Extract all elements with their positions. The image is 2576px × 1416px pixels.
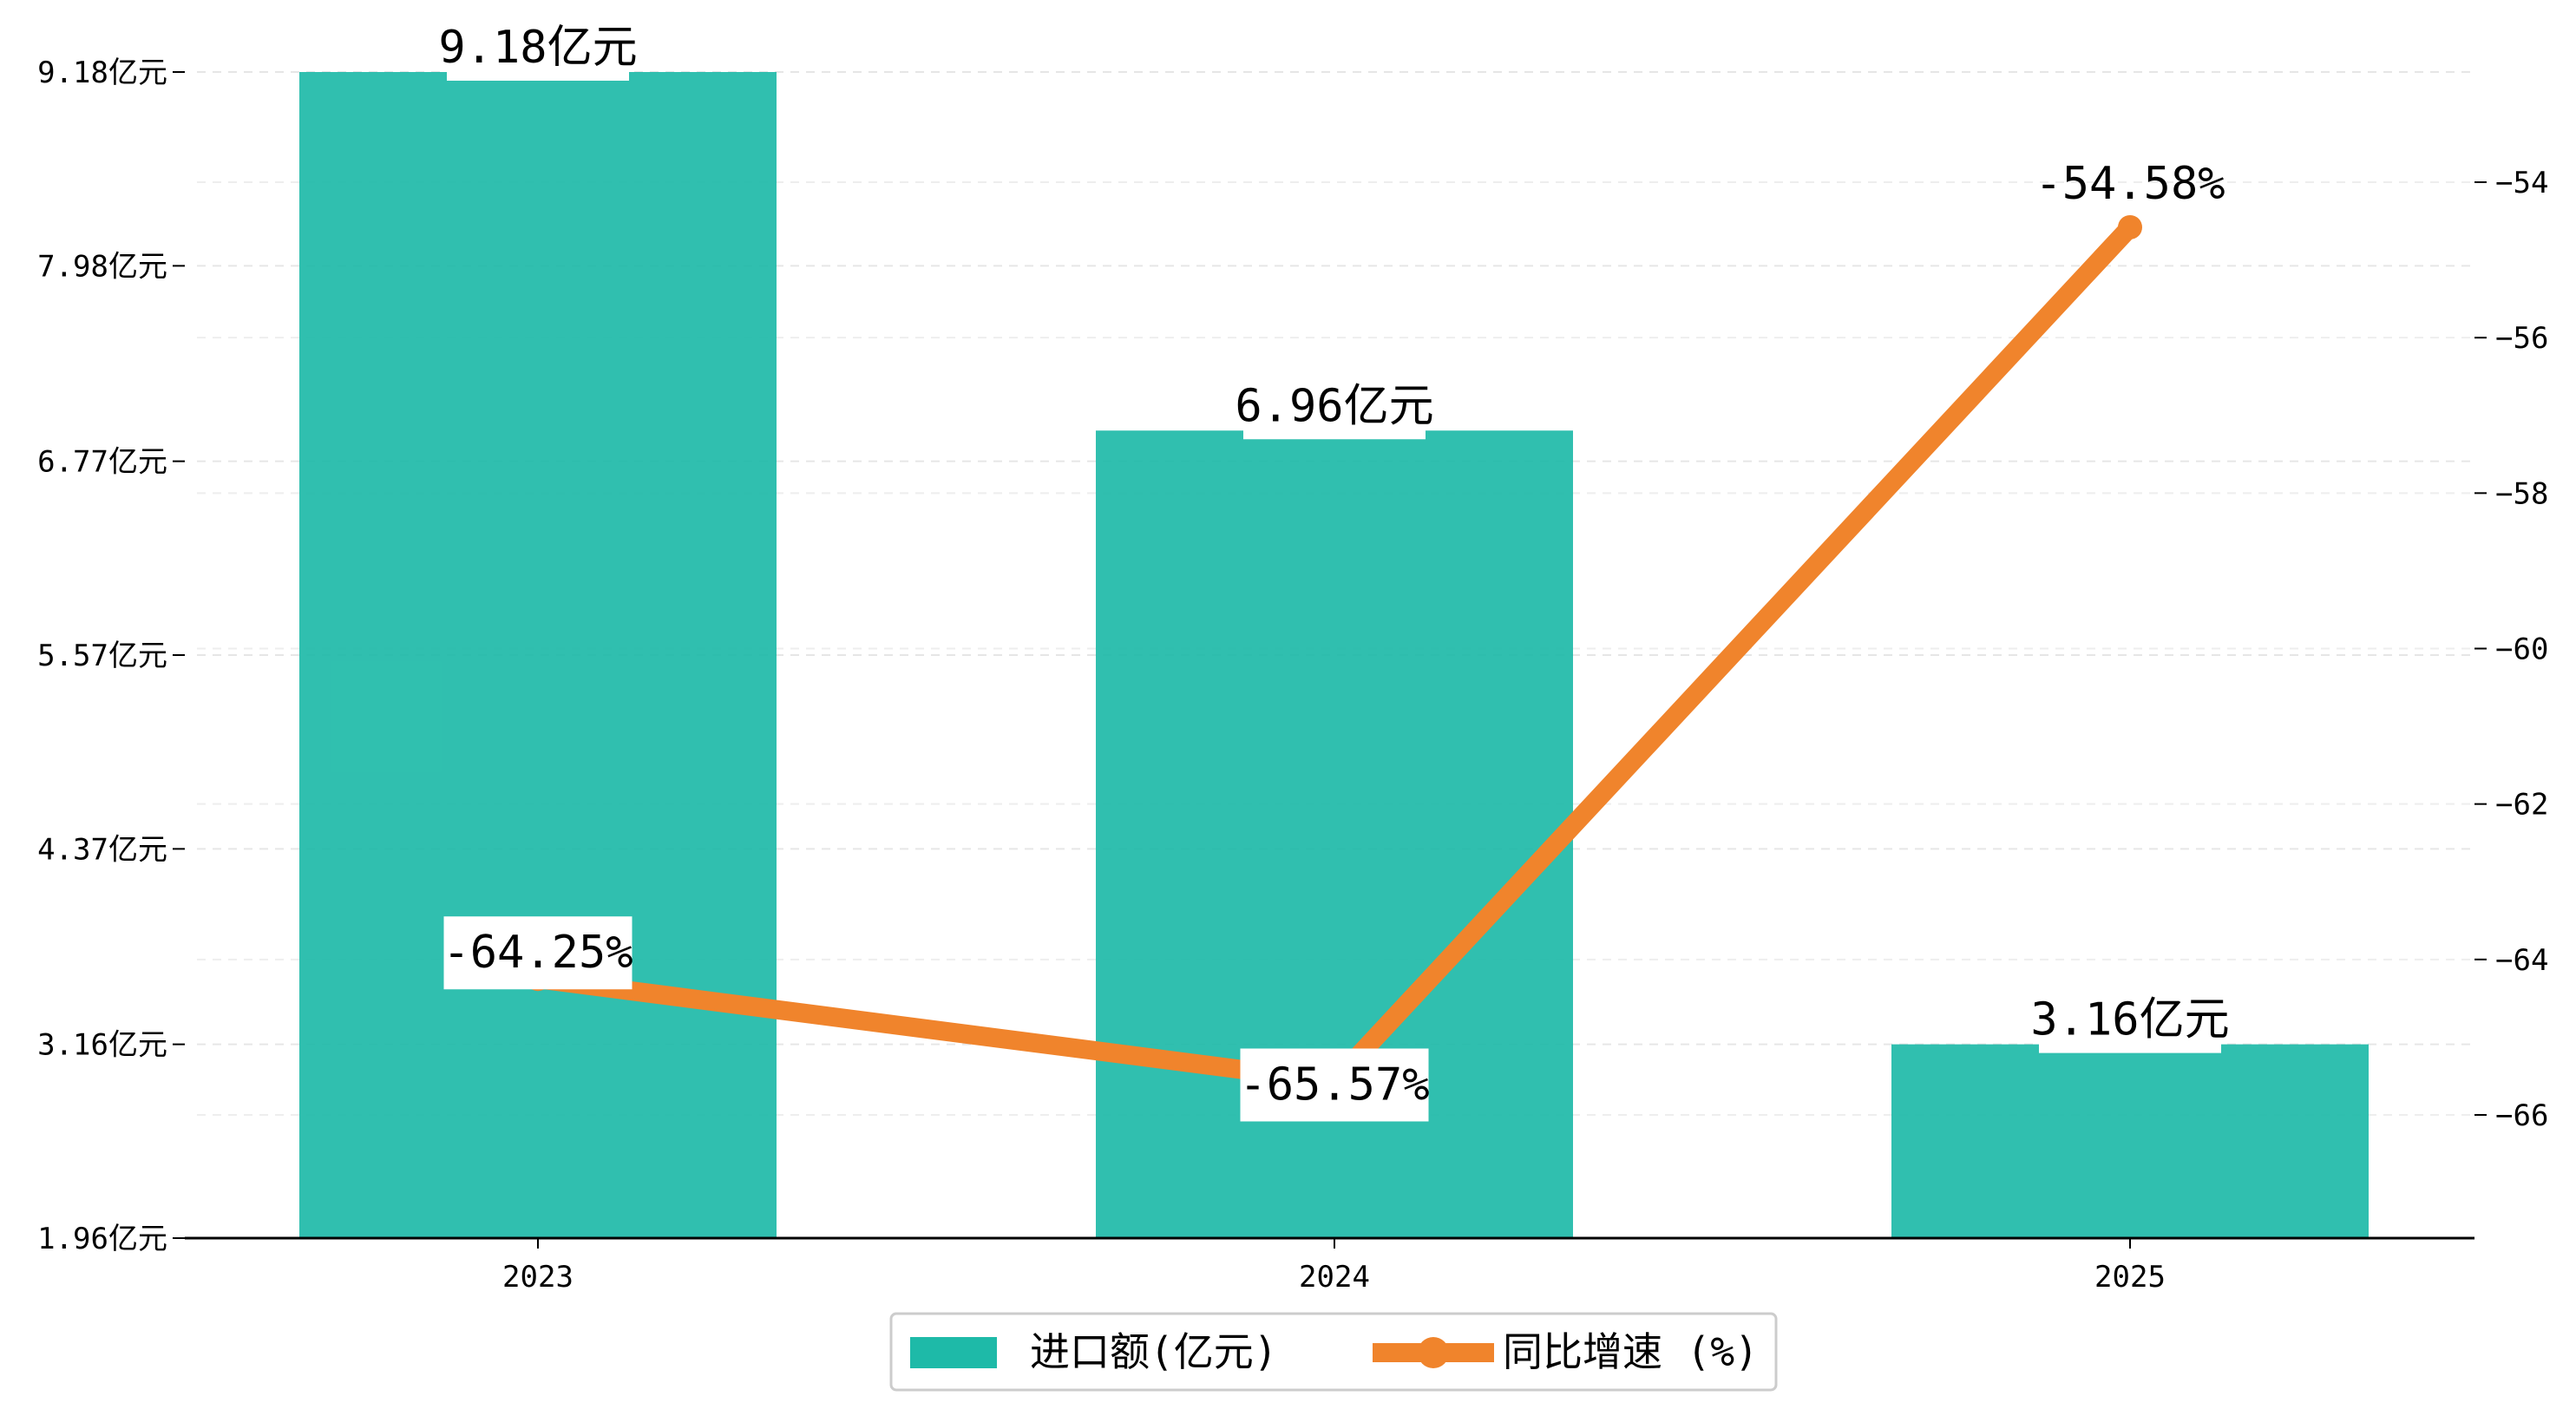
bar-label-2023-box — [447, 15, 629, 81]
legend-box — [889, 1312, 1778, 1392]
right-tick-label: −66 — [2495, 1098, 2548, 1133]
bar-2025 — [1891, 1044, 2369, 1238]
right-tick-label: −58 — [2495, 476, 2548, 511]
legend-line-label: 同比增速 (%) — [1503, 1328, 1759, 1375]
left-tick-label: 6.77亿元 — [37, 445, 167, 480]
right-tick-label: −56 — [2495, 321, 2548, 356]
bar-label-2025-box — [2039, 987, 2221, 1053]
left-tick-label: 7.98亿元 — [37, 249, 167, 284]
legend-bar-swatch — [910, 1337, 997, 1368]
right-tick-label: −60 — [2495, 633, 2548, 667]
x-tick-label-2025: 2025 — [2094, 1260, 2166, 1295]
growth-label-2024-box — [1240, 1048, 1429, 1122]
bar-label-2024: 6.96亿元 — [1235, 380, 1433, 432]
left-tick-label: 4.37亿元 — [37, 832, 167, 867]
legend-bar-label: 进口额(亿元) — [1030, 1328, 1277, 1375]
right-tick-label: −62 — [2495, 788, 2548, 823]
growth-label-2024: -65.57% — [1239, 1059, 1429, 1111]
left-tick-label: 1.96亿元 — [37, 1222, 167, 1256]
growth-label-2023-box — [443, 916, 633, 990]
x-tick-label-2023: 2023 — [502, 1260, 574, 1295]
right-tick-label: −54 — [2495, 166, 2548, 200]
legend: 进口额(亿元) 同比增速 (%) — [889, 1312, 1778, 1392]
growth-point-2025 — [2118, 214, 2142, 239]
left-tick-label: 9.18亿元 — [37, 56, 167, 90]
axes: 2023 2024 2025 9.18亿元 7.98亿元 6.77亿元 5.57亿元 4.37… — [37, 56, 2548, 1295]
left-tick-label: 5.57亿元 — [37, 639, 167, 673]
right-tick-label: −64 — [2495, 943, 2548, 978]
bar-label-2024-box — [1243, 373, 1426, 440]
growth-label-2023: -64.25% — [442, 927, 633, 979]
x-tick-label-2024: 2024 — [1299, 1260, 1370, 1295]
legend-line-marker — [1418, 1337, 1449, 1368]
growth-label-2025: -54.58% — [2035, 158, 2225, 210]
bar-label-2023: 9.18亿元 — [438, 22, 637, 74]
left-tick-label: 3.16亿元 — [37, 1028, 167, 1063]
bar-2023 — [299, 72, 777, 1238]
bar-label-2025: 3.16亿元 — [2030, 994, 2229, 1046]
data-labels: 9.18亿元 6.96亿元 3.16亿元 -64.25% -65.57% -54.58% — [438, 15, 2230, 1122]
